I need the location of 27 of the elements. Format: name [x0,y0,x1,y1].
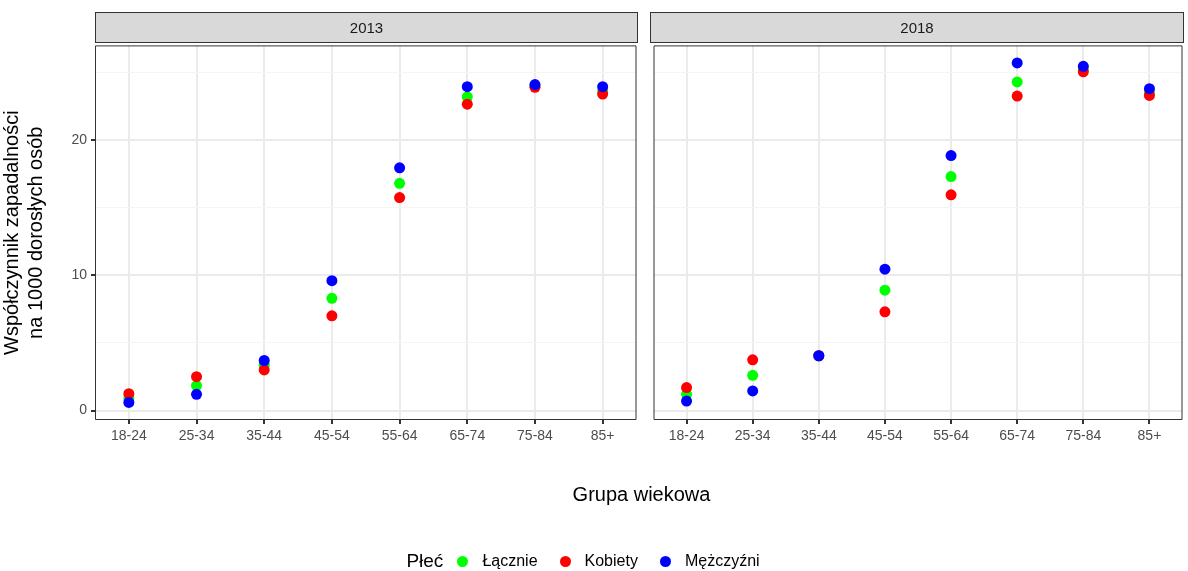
y-tick-label: 20 [71,130,88,147]
legend-label: Mężczyźni [684,552,760,570]
x-tick-label: 25-34 [734,426,771,443]
x-tick-label: 45-54 [314,426,351,443]
x-tick-label: 85+ [590,426,615,443]
x-tick-label: 25-34 [178,426,215,443]
x-tick-label: 55-64 [933,426,970,443]
legend-label: Łącznie [482,552,538,570]
x-tick-label: 18-24 [110,426,147,443]
x-tick-label: 55-64 [381,426,418,443]
x-tick-label: 75-84 [517,426,554,443]
chart-title: 2013 [95,12,638,43]
x-tick-label: 65-74 [449,426,486,443]
legend-label: Kobiety [584,552,638,570]
x-tick-label: 65-74 [999,426,1036,443]
y-tick-label: 0 [79,400,88,417]
y-axis-title: Współczynnik zapadalności na 1000 dorosłych osób [0,110,46,355]
legend-title: Płeć [406,550,444,571]
x-tick-label: 85+ [1137,426,1162,443]
x-tick-label: 35-44 [246,426,283,443]
x-tick-label: 45-54 [867,426,904,443]
x-axis-title: Grupa wiekowa [571,483,712,506]
x-tick-label: 35-44 [800,426,837,443]
chart-title: 2018 [650,12,1184,43]
x-tick-label: 18-24 [668,426,705,443]
x-tick-label: 75-84 [1065,426,1102,443]
y-tick-label: 10 [71,265,88,282]
